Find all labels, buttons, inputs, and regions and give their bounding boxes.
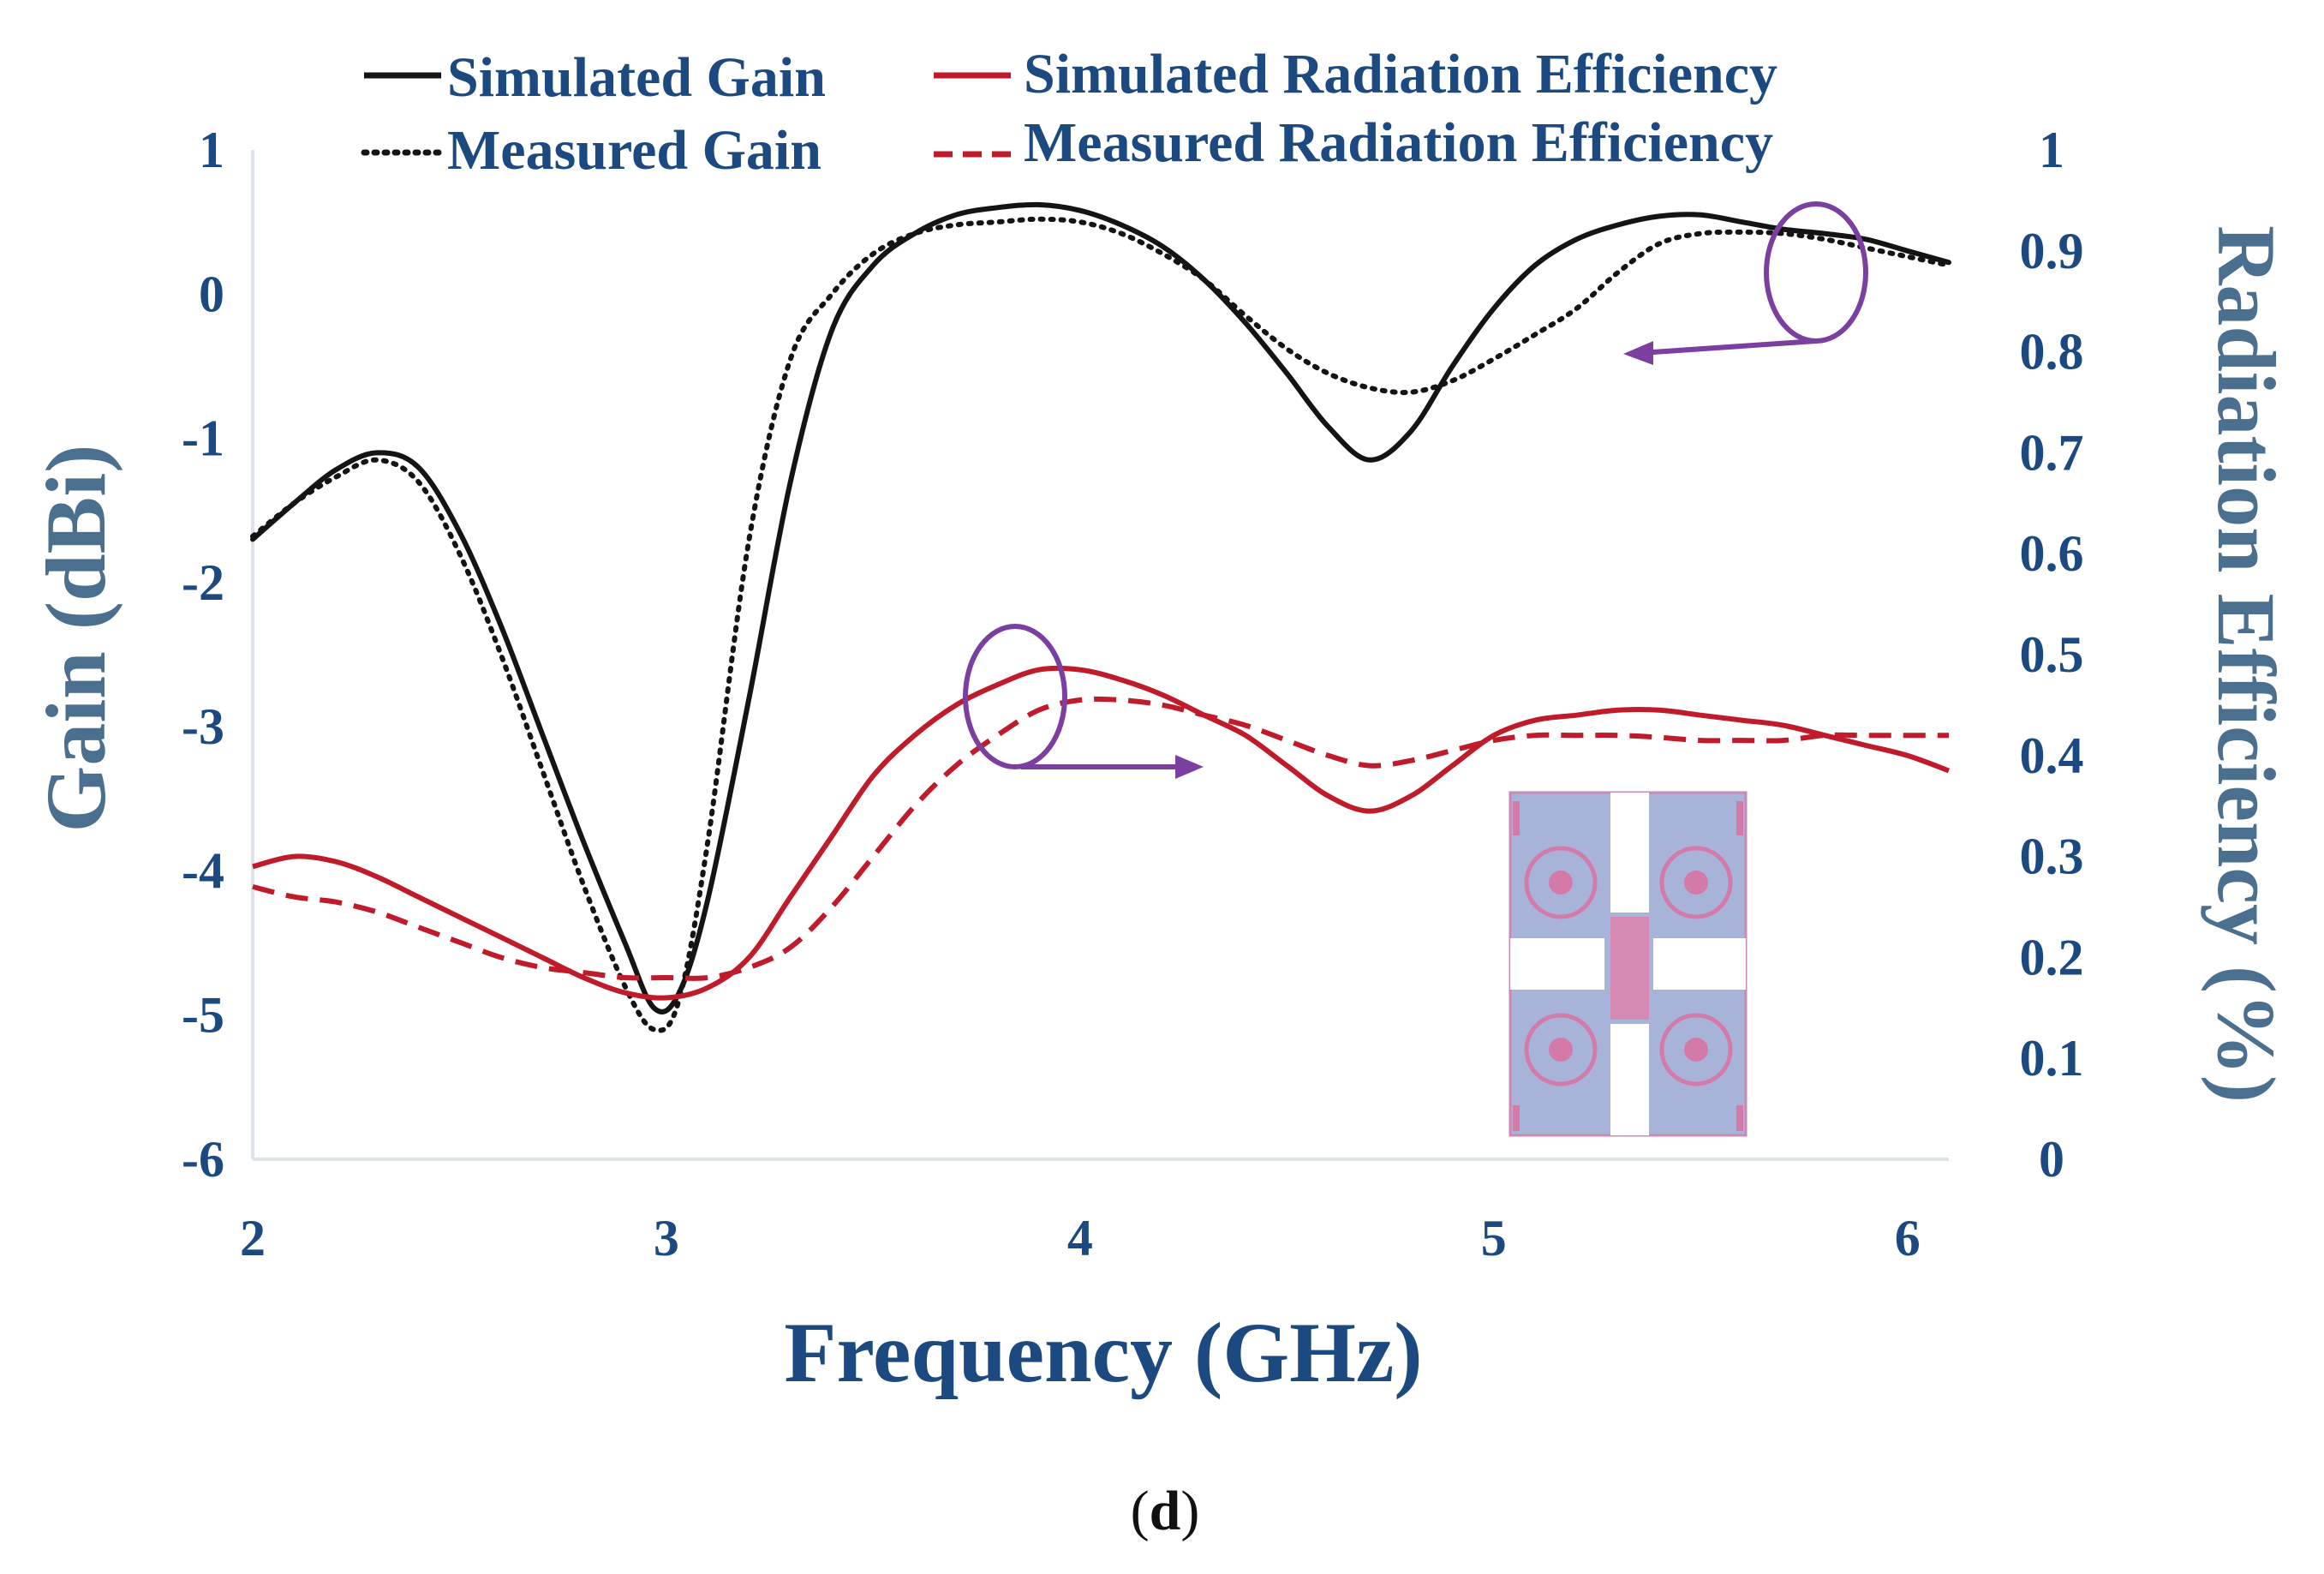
x-tick-label: 5 <box>1481 1210 1507 1266</box>
legend-label-measured-gain: Measured Gain <box>447 119 821 182</box>
efficiency-axis-marker <box>963 624 1204 779</box>
y-right-tick-label: 0.9 <box>2020 223 2084 279</box>
figure-caption: (d) <box>1131 1480 1200 1542</box>
y-left-tick-label: 0 <box>199 266 224 322</box>
x-tick-label: 6 <box>1895 1210 1921 1266</box>
y-right-tick-label: 0.3 <box>2020 829 2084 885</box>
x-tick-label: 3 <box>654 1210 679 1266</box>
x-axis-title: Frequency (GHz) <box>784 1305 1422 1400</box>
y-right-tick-label: 0.7 <box>2020 424 2084 481</box>
caption-open: ( <box>1131 1480 1150 1542</box>
y-right-tick-labels: 1 0.9 0.8 0.7 0.6 0.5 0.4 0.3 0.2 0.1 0 <box>2020 122 2084 1188</box>
legend-label-simulated-gain: Simulated Gain <box>447 46 826 109</box>
y-left-tick-label: -4 <box>182 842 224 899</box>
x-tick-label: 4 <box>1067 1210 1093 1266</box>
y-right-tick-label: 0.6 <box>2020 525 2084 582</box>
y-right-tick-label: 0 <box>2039 1131 2064 1188</box>
gain-axis-marker <box>1623 201 1868 365</box>
y-right-tick-label: 1 <box>2039 122 2064 178</box>
legend: Simulated Gain Simulated Radiation Effic… <box>361 43 1777 182</box>
y-right-tick-label: 0.5 <box>2020 626 2084 683</box>
series-measured-gain-line <box>250 216 1951 1033</box>
y-left-tick-labels: 1 0 -1 -2 -3 -4 -5 -6 <box>182 122 224 1188</box>
antenna-inset-image <box>1509 791 1747 1137</box>
y-left-tick-label: 1 <box>199 122 224 178</box>
caption-close: ) <box>1180 1480 1199 1542</box>
legend-label-simulated-efficiency: Simulated Radiation Efficiency <box>1024 43 1777 105</box>
x-tick-labels: 2 3 4 5 6 <box>240 1210 1921 1266</box>
y-axis-left-title: Gain (dBi) <box>28 445 123 833</box>
legend-label-measured-efficiency: Measured Radiation Efficiency <box>1024 111 1773 174</box>
x-tick-label: 2 <box>240 1210 266 1266</box>
y-right-tick-label: 0.4 <box>2020 727 2084 784</box>
y-right-tick-label: 0.2 <box>2020 929 2084 985</box>
y-left-tick-label: -1 <box>182 410 224 467</box>
y-right-tick-label: 0.1 <box>2020 1030 2084 1086</box>
y-left-tick-label: -2 <box>182 554 224 611</box>
y-left-tick-label: -5 <box>182 987 224 1044</box>
y-left-tick-label: -6 <box>182 1131 224 1188</box>
series-simulated-efficiency-line <box>252 665 1951 1001</box>
y-right-tick-label: 0.8 <box>2020 324 2084 380</box>
y-axis-right-title: Radiation Efficiency (%) <box>2201 225 2292 1103</box>
series-simulated-gain-line <box>250 201 1951 1014</box>
y-left-tick-label: -3 <box>182 698 224 755</box>
caption-letter: d <box>1150 1480 1181 1542</box>
